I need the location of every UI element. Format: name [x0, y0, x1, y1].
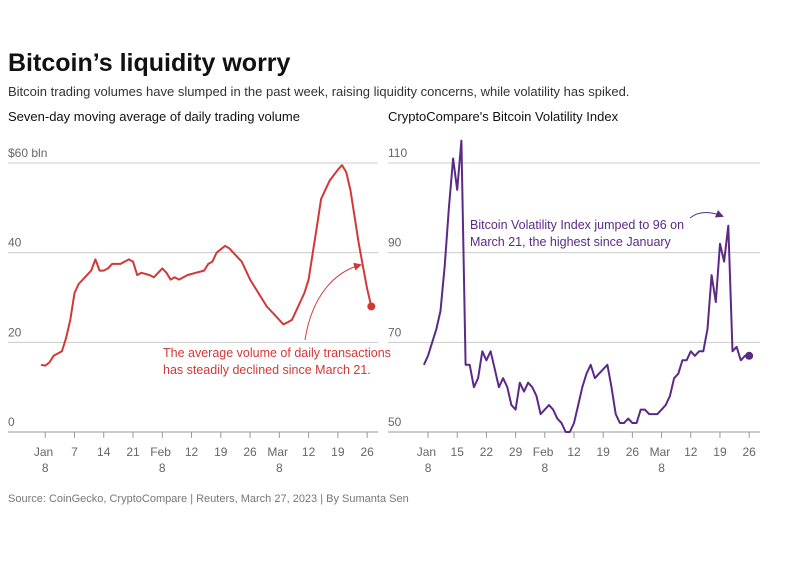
x-tick-label: 22 [480, 445, 494, 459]
x-tick-label: Jan 8 [34, 445, 57, 475]
chart-title: CryptoCompare's Bitcoin Volatility Index [388, 109, 619, 124]
x-tick-label: 12 [567, 445, 581, 459]
chart-title: Seven-day moving average of daily tradin… [8, 109, 300, 124]
x-tick-label: 26 [626, 445, 640, 459]
annotation: has steadily declined since March 21. [163, 363, 371, 377]
annotation-arrow [304, 262, 362, 341]
x-tick-label: 29 [509, 445, 523, 459]
x-tick-label: 14 [97, 445, 111, 459]
source: Source: CoinGecko, CryptoCompare | Reute… [8, 493, 409, 505]
end-dot [367, 302, 376, 311]
annotation: March 21, the highest since January [470, 235, 672, 249]
x-tick-label: 19 [214, 445, 228, 459]
x-tick-label: 26 [243, 445, 257, 459]
y-tick-label: 0 [8, 415, 15, 429]
x-tick-label: 12 [684, 445, 698, 459]
x-tick-label: 12 [185, 445, 199, 459]
annotation: The average volume of daily transactions [163, 346, 391, 360]
annotation-arrow [689, 210, 724, 219]
x-tick-label: Feb 8 [533, 445, 557, 475]
y-tick-label: $60 bln [8, 146, 47, 160]
x-tick-label: Jan 8 [417, 445, 440, 475]
x-tick-label: Mar 8 [650, 445, 674, 475]
x-tick-label: 26 [742, 445, 756, 459]
x-tick-label: 19 [713, 445, 727, 459]
y-tick-label: 110 [388, 146, 407, 160]
x-tick-label: 26 [360, 445, 374, 459]
page-title: Bitcoin’s liquidity worry [8, 49, 291, 77]
x-tick-label: 21 [126, 445, 140, 459]
y-tick-label: 70 [388, 325, 402, 339]
y-tick-label: 50 [388, 415, 402, 429]
x-tick-label: 15 [451, 445, 465, 459]
x-tick-label: 19 [331, 445, 345, 459]
x-tick-label: Feb 8 [150, 445, 174, 475]
annotation: Bitcoin Volatility Index jumped to 96 on [470, 218, 684, 232]
y-tick-label: 40 [8, 236, 22, 250]
y-tick-label: 90 [388, 236, 402, 250]
end-dot [745, 351, 754, 360]
line-series [422, 139, 750, 433]
line-series [40, 164, 373, 367]
x-tick-label: 19 [597, 445, 611, 459]
y-tick-label: 20 [8, 325, 22, 339]
subtitle: Bitcoin trading volumes have slumped in … [8, 84, 629, 99]
x-tick-label: 12 [302, 445, 316, 459]
x-tick-label: Mar 8 [267, 445, 291, 475]
x-tick-label: 7 [71, 445, 78, 459]
